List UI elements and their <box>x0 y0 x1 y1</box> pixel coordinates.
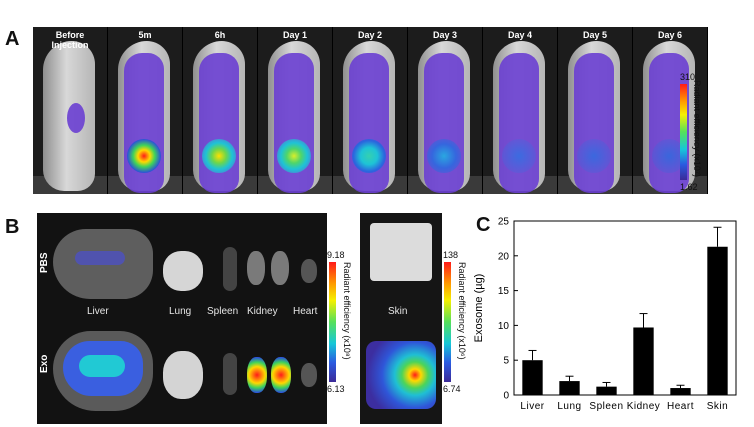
pbs-spleen <box>223 247 237 291</box>
organ-colorbar-max: 9.18 <box>327 250 345 260</box>
pbs-heart <box>301 259 317 283</box>
injection-site-signal <box>352 139 386 173</box>
x-tick-label: Liver <box>520 401 544 412</box>
exo-heart <box>301 363 317 387</box>
panel-c-letter: C <box>476 214 491 236</box>
panel-a-colorbar <box>680 84 687 180</box>
timepoint-label: Day 6 <box>657 30 683 40</box>
panel-b-skin-image: Skin <box>360 213 442 424</box>
x-tick-label: Kidney <box>627 401 661 412</box>
skin-colorbar-title: Radiant efficiency (x10⁶) <box>457 262 467 360</box>
y-tick-label: 5 <box>503 356 509 367</box>
organ-label-liver: Liver <box>87 306 109 317</box>
organ-label-kidney: Kidney <box>247 306 278 317</box>
timepoint-image: Before Injection <box>33 27 108 194</box>
timepoint-label: Before Injection <box>51 30 89 50</box>
timepoint-image: Day 6 <box>633 27 708 194</box>
pbs-lung <box>163 251 203 291</box>
organ-label-spleen: Spleen <box>207 306 239 317</box>
y-axis-label: Exosome (µg) <box>473 274 485 343</box>
bar-skin <box>707 246 728 395</box>
skin-label: Skin <box>388 306 408 317</box>
injection-site-signal <box>577 139 611 173</box>
skin-colorbar-max: 138 <box>443 250 459 260</box>
pbs-liver-signal <box>75 251 125 265</box>
panel-a-colorbar-max: 310 <box>680 72 696 82</box>
y-tick-label: 20 <box>498 251 510 262</box>
timepoint-label: Day 4 <box>507 30 533 40</box>
panel-a-colorbar-min: 1.62 <box>680 182 698 192</box>
bar-lung <box>559 381 580 395</box>
exo-spleen <box>223 353 237 395</box>
exo-kidney-right <box>271 357 291 393</box>
exo-kidney-left <box>247 357 267 393</box>
pbs-kidney-right <box>271 251 289 285</box>
panel-b-skin-colorbar <box>444 262 451 382</box>
x-tick-label: Skin <box>707 401 728 412</box>
row-label-pbs: PBS <box>39 252 50 273</box>
x-tick-label: Lung <box>557 401 581 412</box>
y-tick-label: 0 <box>503 391 509 402</box>
panel-a-colorbar-title: Radiant efficiency (x10⁷) <box>692 80 702 178</box>
y-tick-label: 25 <box>498 217 510 228</box>
timepoint-label: 6h <box>214 30 226 40</box>
panel-a-letter: A <box>5 28 20 50</box>
exo-liver-signal-core <box>79 355 125 377</box>
timepoint-image: 5m <box>108 27 183 194</box>
organ-label-heart: Heart <box>293 306 318 317</box>
y-tick-label: 10 <box>498 321 510 332</box>
organ-label-lung: Lung <box>169 306 192 317</box>
y-tick-label: 15 <box>498 286 510 297</box>
exo-liver <box>53 331 153 411</box>
timepoint-image: Day 4 <box>483 27 558 194</box>
pbs-liver <box>53 229 153 299</box>
timepoint-label: Day 5 <box>582 30 608 40</box>
row-label-exo: Exo <box>39 354 50 373</box>
plot-frame <box>513 220 737 396</box>
pbs-skin <box>370 223 432 281</box>
exo-lung <box>163 351 203 399</box>
timepoint-label: 5m <box>138 30 152 40</box>
x-tick-label: Heart <box>667 401 694 412</box>
timepoint-label: Day 1 <box>282 30 308 40</box>
bar-heart <box>670 388 691 395</box>
injection-site-signal <box>277 139 311 173</box>
bar-liver <box>522 360 543 395</box>
timepoint-image: 6h <box>183 27 258 194</box>
injection-site-signal <box>127 139 161 173</box>
organ-colorbar-title: Radiant efficiency (x10⁸) <box>342 262 352 360</box>
organ-colorbar-min: 6.13 <box>327 384 345 394</box>
fluorescence-signal <box>67 103 85 133</box>
exo-skin <box>366 341 436 409</box>
injection-site-signal <box>502 139 536 173</box>
x-tick-label: Spleen <box>589 401 623 412</box>
injection-site-signal <box>202 139 236 173</box>
skin-colorbar-min: 6.74 <box>443 384 461 394</box>
timepoint-label: Day 2 <box>357 30 383 40</box>
panel-b-letter: B <box>5 216 20 238</box>
timepoint-image: Day 3 <box>408 27 483 194</box>
panel-c-bar-chart: 0 5 10 15 20 25 Exosome (µg) Liver Lung Spleen Kid… <box>473 217 737 412</box>
timepoint-image: Day 2 <box>333 27 408 194</box>
injection-site-signal <box>427 139 461 173</box>
panel-b-organ-colorbar <box>329 262 336 382</box>
timepoint-image: Day 5 <box>558 27 633 194</box>
panel-b-organ-image: PBS Exo Liver Lung Spleen Kidney Heart <box>37 213 327 424</box>
exo-liver-signal <box>63 341 143 396</box>
timepoint-image: Day 1 <box>258 27 333 194</box>
bar-kidney <box>633 327 654 395</box>
timepoint-label: Day 3 <box>432 30 458 40</box>
pbs-kidney-left <box>247 251 265 285</box>
bar-spleen <box>596 386 617 395</box>
